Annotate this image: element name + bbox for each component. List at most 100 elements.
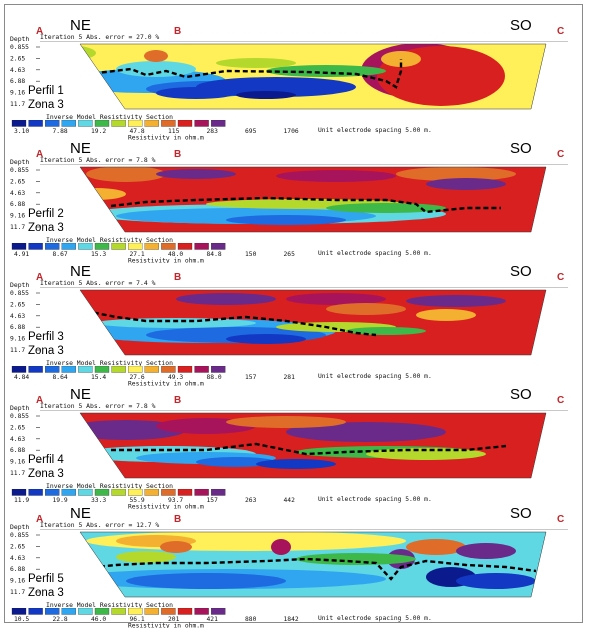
resistivity-zone xyxy=(144,50,168,62)
legend-value: 265 xyxy=(284,251,296,258)
profile-zone: Zona 3 xyxy=(28,587,64,599)
resistivity-zone xyxy=(86,167,166,182)
resistivity-zone xyxy=(426,178,506,190)
profile-panel-2: A NE B SO C Depth Iteration 5 Abs. error… xyxy=(6,131,579,265)
depth-tick-label: 6.88 xyxy=(10,447,25,454)
depth-tick-label: 0.855 xyxy=(10,290,29,297)
resistivity-zone xyxy=(236,91,296,99)
resistivity-unit-label: Resistivity in ohm.m xyxy=(128,504,204,510)
section-title: Inverse Model Resistivity Section xyxy=(46,482,173,490)
legend-value: 283 xyxy=(207,128,219,135)
resistivity-zone xyxy=(80,420,186,440)
depth-tick-label: 2.65 xyxy=(10,55,25,62)
legend-swatch xyxy=(194,488,209,496)
legend-swatch xyxy=(28,119,43,127)
resistivity-section: 0.8552.654.636.889.1611.70.020.040.060.0… xyxy=(6,155,579,236)
legend-swatch xyxy=(94,607,110,615)
resistivity-zone xyxy=(156,87,236,99)
depth-tick-label: 6.88 xyxy=(10,324,25,331)
interface-boundary xyxy=(110,196,501,214)
legend-value: 201 xyxy=(168,616,180,623)
iteration-header: Iteration 5 Abs. error = 7.8 % xyxy=(40,156,156,164)
legend-swatch xyxy=(78,488,93,496)
resistivity-zone xyxy=(406,295,506,307)
resistivity-zone xyxy=(126,573,286,589)
depth-tick-label: 4.63 xyxy=(10,190,25,197)
so-direction-label: SO xyxy=(510,17,532,34)
depth-tick-label: 4.63 xyxy=(10,436,25,443)
legend-value: 84.8 xyxy=(207,251,222,258)
depth-tick-label: 6.88 xyxy=(10,78,25,85)
legend-value: 27.1 xyxy=(130,251,145,258)
resistivity-zone xyxy=(196,77,356,97)
profile-name: Perfil 2 xyxy=(28,208,64,220)
section-outline xyxy=(79,412,547,479)
legend-swatch xyxy=(45,242,60,250)
ne-direction-label: NE xyxy=(70,140,91,157)
legend-value: 157 xyxy=(245,374,257,381)
legend-swatch xyxy=(161,119,176,127)
profile-zone: Zona 3 xyxy=(28,345,64,357)
point-a-label: A xyxy=(36,26,44,37)
resistivity-unit-label: Resistivity in ohm.m xyxy=(128,258,204,264)
point-b-label: B xyxy=(174,272,182,283)
depth-tick-label: 0.855 xyxy=(10,167,29,174)
legend-value: 4.91 xyxy=(14,251,29,258)
ne-direction-label: NE xyxy=(70,17,91,34)
section-fill xyxy=(80,44,546,109)
profile-name: Perfil 5 xyxy=(28,573,64,585)
section-fill xyxy=(80,532,546,597)
resistivity-zone xyxy=(196,457,276,467)
legend-swatch xyxy=(177,488,193,496)
resistivity-zone xyxy=(116,551,176,563)
legend-swatch xyxy=(45,488,60,496)
so-direction-label: SO xyxy=(510,140,532,157)
legend-swatch xyxy=(128,607,143,615)
legend-swatch xyxy=(128,365,143,373)
point-b-label: B xyxy=(174,395,182,406)
depth-label: Depth xyxy=(10,35,30,43)
resistivity-zone xyxy=(96,318,256,328)
legend-swatch xyxy=(211,242,226,250)
ne-direction-label: NE xyxy=(70,263,91,280)
legend-swatch xyxy=(211,119,226,127)
depth-tick-label: 2.65 xyxy=(10,301,25,308)
section-outline xyxy=(79,43,547,110)
electrode-spacing-label: Unit electrode spacing 5.00 m. xyxy=(318,496,432,503)
profile-panel-3: A NE B SO C Depth Iteration 5 Abs. error… xyxy=(6,254,579,388)
legend-swatch xyxy=(161,365,176,373)
legend-swatch xyxy=(144,488,159,496)
profile-name: Perfil 1 xyxy=(28,85,64,97)
depth-label: Depth xyxy=(10,404,30,412)
point-a-label: A xyxy=(36,395,44,406)
legend-swatch xyxy=(61,607,76,615)
interface-boundary xyxy=(80,59,403,89)
legend-swatch xyxy=(194,607,209,615)
interface-boundary xyxy=(85,309,377,337)
legend-swatch xyxy=(211,365,226,373)
legend-value: 22.8 xyxy=(53,616,68,623)
legend-swatch xyxy=(161,242,176,250)
legend-value: 3.10 xyxy=(14,128,29,135)
section-fill xyxy=(80,290,546,355)
iteration-header: Iteration 5 Abs. error = 27.0 % xyxy=(40,33,160,41)
legend-value: 19.9 xyxy=(53,497,68,504)
electrode-spacing-label: Unit electrode spacing 5.00 m. xyxy=(318,373,432,380)
legend-value: 1706 xyxy=(284,128,299,135)
resistivity-zone xyxy=(216,58,296,68)
resistivity-zone xyxy=(226,334,306,344)
resistivity-zone xyxy=(271,539,291,555)
section-outline xyxy=(79,166,547,233)
section-title: Inverse Model Resistivity Section xyxy=(46,359,173,367)
legend-swatch xyxy=(78,119,93,127)
legend-swatch xyxy=(144,242,159,250)
legend-swatch xyxy=(161,607,176,615)
legend-swatch xyxy=(211,607,226,615)
legend-swatch xyxy=(211,488,226,496)
so-direction-label: SO xyxy=(510,505,532,522)
legend-swatch xyxy=(45,119,60,127)
color-scale-legend: 11.9 19.9 33.3 55.9 93.7 157 263 442 Resistivity… xyxy=(6,488,579,511)
legend-value: 281 xyxy=(284,374,296,381)
depth-tick-label: 4.63 xyxy=(10,555,25,562)
depth-tick-label: 0.855 xyxy=(10,44,29,51)
